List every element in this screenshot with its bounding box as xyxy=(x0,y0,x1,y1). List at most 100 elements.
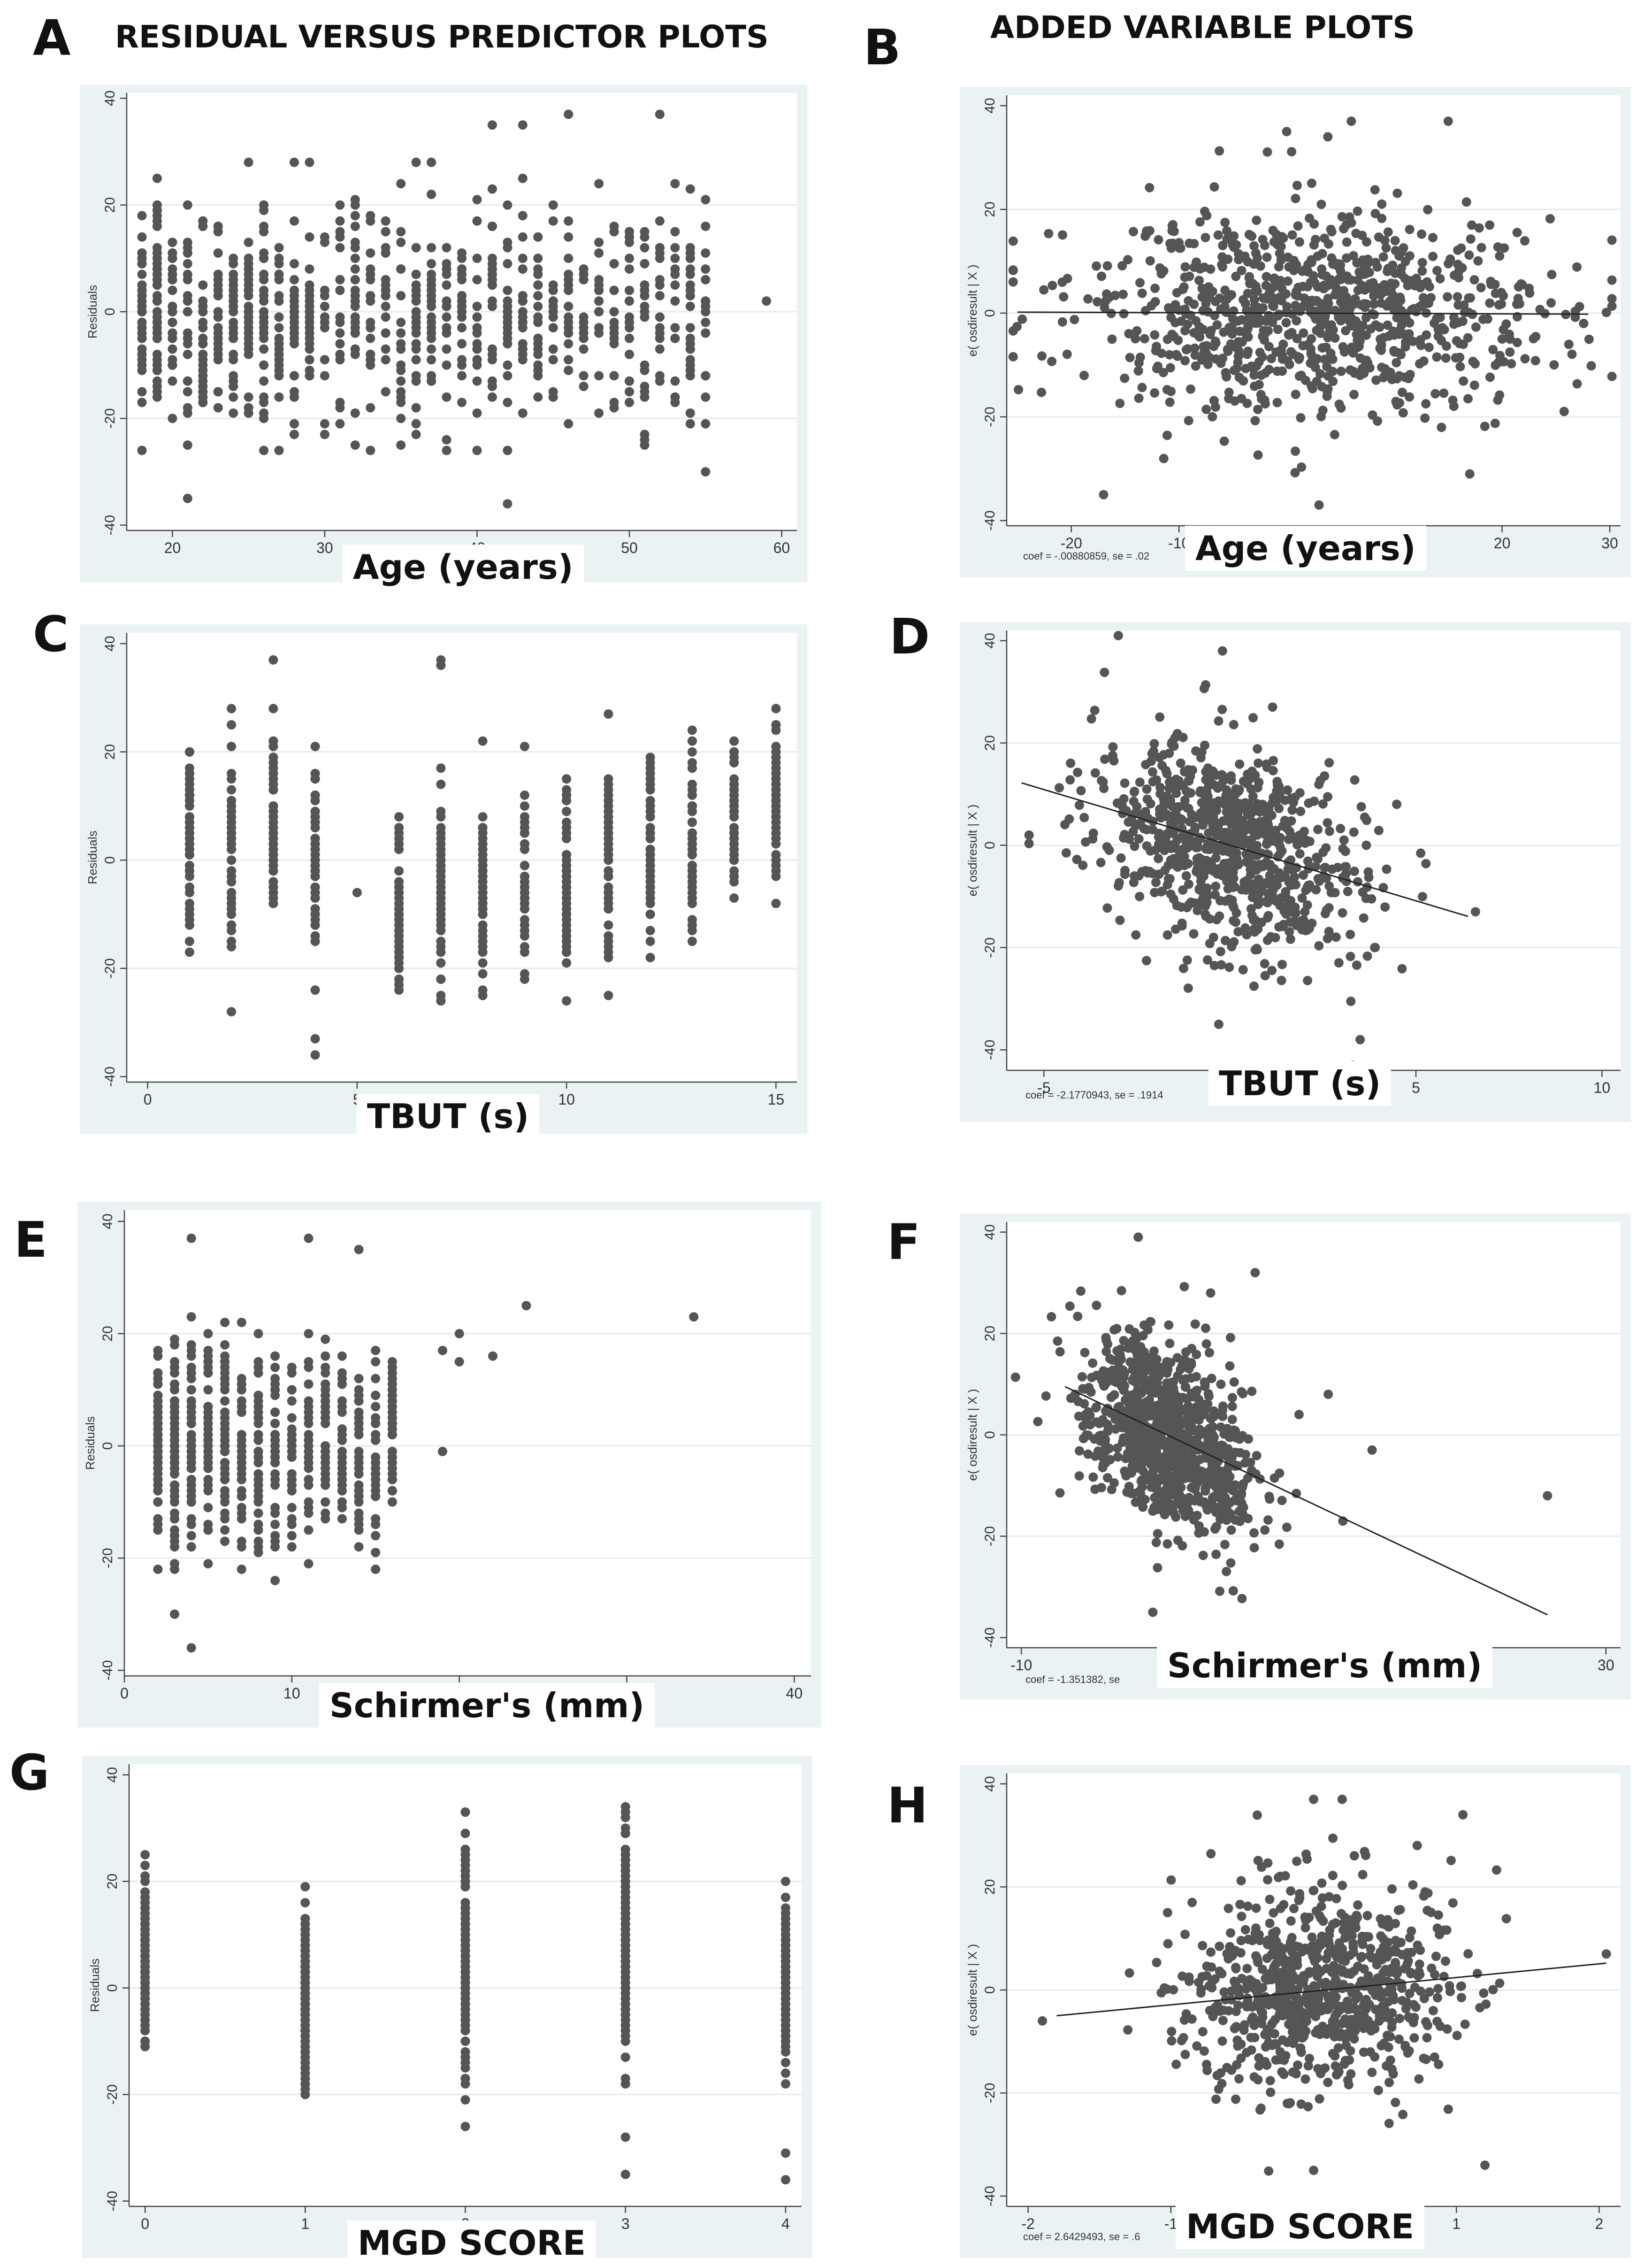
data-point xyxy=(321,1475,330,1484)
data-point xyxy=(685,366,695,375)
data-point xyxy=(1212,320,1222,330)
data-point xyxy=(579,344,589,354)
data-point xyxy=(253,1491,263,1501)
data-point xyxy=(259,333,269,343)
data-point xyxy=(153,1497,163,1507)
data-point xyxy=(1328,354,1338,364)
data-point xyxy=(1215,1586,1224,1596)
data-point xyxy=(1377,214,1387,223)
data-point xyxy=(478,920,488,930)
data-point xyxy=(1176,814,1185,823)
data-point xyxy=(1039,285,1049,295)
data-point xyxy=(366,264,375,274)
data-point xyxy=(1424,342,1434,352)
data-point xyxy=(1223,346,1233,356)
data-point xyxy=(1392,799,1402,809)
data-point xyxy=(645,779,655,789)
data-point xyxy=(442,296,451,306)
data-point xyxy=(1362,237,1371,247)
data-point xyxy=(1113,1452,1123,1462)
data-point xyxy=(354,1525,364,1535)
data-point xyxy=(1145,256,1155,266)
data-point xyxy=(533,291,543,300)
data-point xyxy=(1331,932,1341,942)
data-point xyxy=(259,200,269,210)
data-point xyxy=(1311,885,1321,895)
data-point xyxy=(184,850,194,860)
data-point xyxy=(1243,769,1253,779)
data-point xyxy=(1268,225,1278,235)
data-point xyxy=(1453,260,1463,269)
data-point xyxy=(1218,353,1228,363)
data-point xyxy=(394,866,404,876)
data-point xyxy=(436,942,446,952)
data-point xyxy=(457,312,467,322)
data-point xyxy=(457,323,467,333)
data-point xyxy=(213,349,223,359)
data-point xyxy=(1299,870,1308,880)
data-point xyxy=(533,392,543,402)
data-point xyxy=(487,264,497,274)
data-point xyxy=(454,1329,464,1338)
data-point xyxy=(1417,229,1427,239)
data-point xyxy=(1253,405,1263,415)
data-point xyxy=(244,344,253,354)
data-point xyxy=(213,387,223,397)
data-point xyxy=(310,860,320,870)
data-point xyxy=(442,312,451,322)
data-point xyxy=(701,296,711,306)
data-point xyxy=(1443,292,1453,302)
data-point xyxy=(687,763,697,773)
data-point xyxy=(1323,371,1333,381)
data-point xyxy=(487,376,497,386)
data-point xyxy=(350,408,360,418)
data-point xyxy=(1173,1536,1183,1545)
y-tick-label: -40 xyxy=(100,1660,115,1680)
data-point xyxy=(1322,905,1331,915)
data-point xyxy=(1214,796,1224,806)
data-point xyxy=(548,355,558,365)
data-point xyxy=(1428,233,1438,243)
data-point xyxy=(604,904,613,914)
data-point xyxy=(604,709,613,719)
data-point xyxy=(335,312,345,322)
data-point xyxy=(1247,860,1256,869)
data-point xyxy=(1103,1339,1113,1349)
data-point xyxy=(1120,830,1130,839)
data-point xyxy=(137,280,147,290)
header-left: RESIDUAL VERSUS PREDICTOR PLOTS xyxy=(115,19,769,55)
data-point xyxy=(1361,313,1371,323)
data-point xyxy=(1155,809,1165,819)
data-point xyxy=(304,1463,314,1473)
data-point xyxy=(1607,294,1617,304)
data-point xyxy=(220,1424,230,1434)
data-point xyxy=(1169,854,1178,863)
data-point xyxy=(1201,812,1211,822)
data-point xyxy=(1037,351,1047,361)
data-point xyxy=(503,499,512,509)
data-point xyxy=(1119,1336,1129,1345)
data-point xyxy=(520,920,529,930)
data-point xyxy=(1201,1323,1210,1333)
data-point xyxy=(1485,220,1495,230)
data-point xyxy=(1217,646,1227,656)
data-point xyxy=(1315,369,1325,379)
data-point xyxy=(701,222,711,231)
data-point xyxy=(1224,962,1234,972)
data-point xyxy=(1132,326,1142,336)
data-point xyxy=(268,801,278,811)
data-point xyxy=(1268,798,1277,808)
data-point xyxy=(1208,412,1217,422)
data-point xyxy=(1198,1551,1208,1560)
data-point xyxy=(354,1419,364,1429)
data-point xyxy=(1213,230,1223,240)
data-point xyxy=(687,747,697,757)
data-point xyxy=(305,264,314,274)
data-point xyxy=(1377,199,1387,209)
data-point xyxy=(270,1452,280,1462)
data-point xyxy=(548,323,558,333)
data-point xyxy=(640,259,650,269)
data-point xyxy=(1203,763,1213,773)
data-point xyxy=(310,1050,320,1060)
data-point xyxy=(1303,976,1313,985)
